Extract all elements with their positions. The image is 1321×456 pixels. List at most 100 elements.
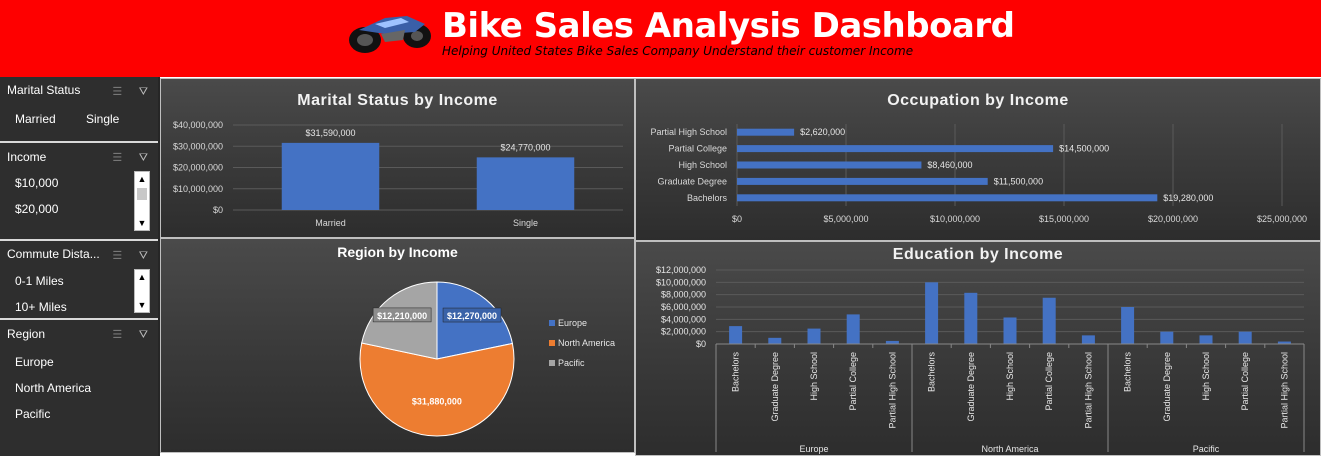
legend-swatch xyxy=(549,360,555,366)
slicer-commute-distance: Commute Dista... ☰ ⛛ 0-1 Miles 10+ Miles… xyxy=(0,241,158,320)
x-tick-label: Graduate Degree xyxy=(966,352,976,422)
x-tick-label: $15,000,000 xyxy=(1039,214,1089,224)
x-tick-label: $5,000,000 xyxy=(823,214,868,224)
data-label: $12,210,000 xyxy=(377,311,427,321)
occupation-chart: $0 $5,000,000 $10,000,000 $15,000,000 $20,00… xyxy=(650,124,1307,224)
clear-filter-icon[interactable]: ⛛ xyxy=(138,152,148,164)
marital-status-chart-panel: Marital Status by Income $0 $10,000,000 $2… xyxy=(160,78,635,238)
legend-label: Pacific xyxy=(558,358,585,368)
bar xyxy=(729,326,743,344)
scroll-up-icon[interactable]: ▲ xyxy=(137,174,147,184)
scroll-thumb[interactable] xyxy=(137,188,147,200)
slicer-scrollbar[interactable]: ▲ ▼ xyxy=(134,171,150,231)
x-tick-label: Partial High School xyxy=(887,352,897,429)
chart-title: Education by Income xyxy=(892,246,1064,263)
y-tick-label: $30,000,000 xyxy=(173,141,223,151)
chart-title: Region by Income xyxy=(337,244,458,260)
slicer-icons: ☰ ⛛ xyxy=(112,148,148,166)
legend-label: North America xyxy=(558,338,615,348)
slicer-item-single[interactable]: Single xyxy=(86,112,120,126)
scroll-down-icon[interactable]: ▼ xyxy=(137,300,147,310)
multi-select-icon[interactable]: ☰ xyxy=(112,329,123,341)
x-tick-label: $10,000,000 xyxy=(930,214,980,224)
data-label: $19,280,000 xyxy=(1163,193,1213,203)
education-chart-panel: Education by Income $0 $2,000,000 $4,000,0… xyxy=(635,241,1321,456)
clear-filter-icon[interactable]: ⛛ xyxy=(138,250,148,262)
x-tick-label: Bachelors xyxy=(731,352,741,393)
data-label-box xyxy=(442,307,502,323)
x-tick-label: Partial College xyxy=(848,352,858,411)
bar xyxy=(1042,297,1056,344)
y-tick-label: High School xyxy=(678,160,727,170)
bar xyxy=(768,337,782,344)
data-label: $24,770,000 xyxy=(500,142,550,152)
x-tick-label: Partial College xyxy=(1044,352,1054,411)
group-label: North America xyxy=(981,444,1038,454)
region-chart: $12,270,000 $31,880,000 $12,210,000 Europe N… xyxy=(359,281,615,437)
slicer-title: Region xyxy=(7,327,46,341)
y-tick-label: $12,000,000 xyxy=(656,265,706,275)
slicer-icons: ☰ ⛛ xyxy=(112,325,148,343)
slicer-item-20000[interactable]: $20,000 xyxy=(15,202,59,216)
chart-title: Marital Status by Income xyxy=(297,92,498,109)
multi-select-icon[interactable]: ☰ xyxy=(112,152,123,164)
slicer-marital-status: Marital Status ☰ ⛛ Married Single xyxy=(0,77,158,143)
bar xyxy=(737,128,795,136)
y-tick-label: $40,000,000 xyxy=(173,120,223,130)
data-label: $11,500,000 xyxy=(994,176,1043,186)
x-tick-label: Partial College xyxy=(1240,352,1250,411)
dashboard-header: Bike Sales Analysis Dashboard Helping Un… xyxy=(0,0,1321,77)
slicer-scrollbar[interactable]: ▲ ▼ xyxy=(134,269,150,313)
slicer-item-europe[interactable]: Europe xyxy=(15,355,54,369)
education-chart: $0 $2,000,000 $4,000,000 $6,000,000 $8,000,0… xyxy=(656,265,1305,454)
x-tick-label: High School xyxy=(1005,352,1015,401)
x-tick-label: Bachelors xyxy=(927,352,937,393)
data-label: $2,620,000 xyxy=(800,127,845,137)
bar xyxy=(1081,335,1095,344)
legend-label: Europe xyxy=(558,318,587,328)
x-tick-label: Married xyxy=(315,218,346,228)
data-label: $8,460,000 xyxy=(927,160,972,170)
y-tick-label: Partial High School xyxy=(650,127,727,137)
y-tick-label: Bachelors xyxy=(687,193,728,203)
bar xyxy=(737,145,1054,153)
y-tick-label: $10,000,000 xyxy=(656,277,706,287)
slicer-item-10-plus-miles[interactable]: 10+ Miles xyxy=(15,300,67,314)
bar xyxy=(1003,317,1017,344)
clear-filter-icon[interactable]: ⛛ xyxy=(138,329,148,341)
bar xyxy=(925,282,939,344)
dashboard-subtitle: Helping United States Bike Sales Company… xyxy=(442,44,914,58)
legend-swatch xyxy=(549,340,555,346)
x-tick-label: Partial High School xyxy=(1279,352,1289,429)
bar xyxy=(737,194,1158,202)
dashboard-title: Bike Sales Analysis Dashboard xyxy=(442,6,1015,46)
y-tick-label: $8,000,000 xyxy=(661,290,706,300)
x-tick-label: Partial High School xyxy=(1083,352,1093,429)
slicer-title: Marital Status xyxy=(7,83,81,97)
slicer-title: Commute Dista... xyxy=(7,247,100,261)
x-tick-label: Single xyxy=(513,218,538,228)
slicer-sidebar: Marital Status ☰ ⛛ Married Single Income… xyxy=(0,77,160,456)
slicer-item-0-1-miles[interactable]: 0-1 Miles xyxy=(15,274,64,288)
slicer-item-pacific[interactable]: Pacific xyxy=(15,407,51,421)
x-tick-label: Bachelors xyxy=(1123,352,1133,393)
region-chart-panel: Region by Income $12,270,000 $31,880,000 $… xyxy=(160,238,635,453)
clear-filter-icon[interactable]: ⛛ xyxy=(138,86,148,98)
slicer-income: Income ☰ ⛛ $10,000 $20,000 ▲ ▼ xyxy=(0,143,158,241)
bar xyxy=(737,177,988,185)
slicer-item-10000[interactable]: $10,000 xyxy=(15,176,59,190)
y-tick-label: $20,000,000 xyxy=(173,163,223,173)
x-tick-label: High School xyxy=(809,352,819,401)
data-label: $31,590,000 xyxy=(305,128,355,138)
bar xyxy=(846,314,860,344)
data-label-box xyxy=(372,307,432,323)
slicer-item-married[interactable]: Married xyxy=(15,112,56,126)
y-tick-label: $10,000,000 xyxy=(173,184,223,194)
slicer-item-north-america[interactable]: North America xyxy=(15,381,92,395)
multi-select-icon[interactable]: ☰ xyxy=(112,250,123,262)
scroll-up-icon[interactable]: ▲ xyxy=(137,272,147,282)
scroll-down-icon[interactable]: ▼ xyxy=(137,218,147,228)
bar xyxy=(737,161,922,169)
multi-select-icon[interactable]: ☰ xyxy=(112,86,123,98)
legend-swatch xyxy=(549,320,555,326)
